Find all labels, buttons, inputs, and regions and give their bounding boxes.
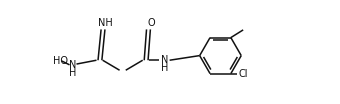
Text: N: N	[160, 55, 168, 65]
Text: HO: HO	[53, 56, 68, 66]
Text: Cl: Cl	[239, 69, 248, 79]
Text: H: H	[69, 67, 76, 78]
Text: N: N	[69, 60, 76, 70]
Text: NH: NH	[98, 18, 112, 28]
Text: O: O	[147, 18, 155, 28]
Text: H: H	[160, 63, 168, 73]
